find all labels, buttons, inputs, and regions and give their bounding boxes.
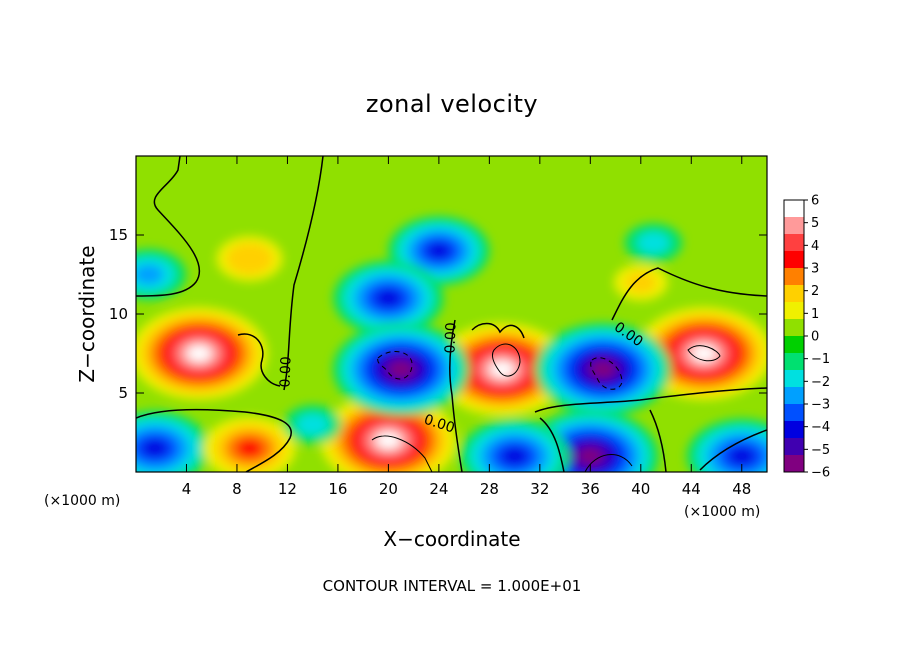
contour-label: 0.00 [442,322,459,354]
x-tick-label: 32 [530,480,549,498]
colorbar-swatch [784,200,804,218]
x-axis-label: X−coordinate [383,527,520,551]
field-feature [296,413,329,436]
field-feature [590,361,616,378]
colorbar: 6 5 4 3 2 1 0 −1 −2 −3 −4 −5 −6 [783,194,830,481]
field-feature [728,447,756,466]
field-feature [578,447,603,465]
field-feature [501,447,529,466]
x-tick-label: 44 [682,480,701,498]
field-feature [374,289,402,308]
colorbar-swatch [784,217,804,235]
contour-interval-note: CONTOUR INTERVAL = 1.000E+01 [323,577,582,595]
field-feature [489,361,515,378]
colorbar-tick-label: 6 [811,194,819,209]
x-tick-label: 12 [278,480,297,498]
chart-title: zonal velocity [366,90,538,118]
colorbar-swatch [784,319,804,337]
field-feature [388,361,414,378]
zero-contour [699,429,767,471]
colorbar-swatch [784,234,804,252]
field-feature [691,345,717,362]
positive-contour [371,435,433,472]
x-tick-label: 8 [232,480,242,498]
colorbar-tick-label: 4 [811,239,819,254]
colorbar-tick-label: 3 [811,262,819,277]
zero-contour [649,409,667,472]
colorbar-swatch [784,438,804,456]
positive-contour [491,343,521,377]
colorbar-tick-label: 0 [811,330,819,345]
zero-contour [136,408,292,472]
colorbar-swatch [784,302,804,320]
zero-contour [449,319,463,472]
colorbar-tick-label: 1 [811,307,819,322]
positive-contour [584,454,633,472]
x-tick-label: 20 [379,480,398,498]
field-feature [376,432,401,449]
colorbar-swatch [784,353,804,371]
field-feature [236,249,263,268]
colorbar-swatch [784,268,804,286]
field-blobs [136,216,767,472]
zero-contour [611,267,767,321]
colorbar-tick-label: −6 [811,466,830,481]
y-tick-label: 5 [118,384,128,402]
zero-contour [237,333,281,387]
x-tick-label: 36 [581,480,600,498]
y-tick-label: 10 [109,305,128,323]
positive-contour [687,345,721,362]
zero-contour [534,387,767,413]
x-tick-label: 16 [328,480,347,498]
x-unit-right: (×1000 m) [684,504,760,520]
colorbar-tick-label: 5 [811,216,819,231]
y-tick-label: 15 [109,226,128,244]
x-unit-left: (×1000 m) [44,493,120,509]
x-tick-label: 40 [631,480,650,498]
colorbar-tick-label: −4 [811,420,830,435]
y-axis-label: Z−coordinate [75,245,99,382]
x-tick-label: 48 [732,480,751,498]
zero-contour [283,156,324,391]
field-feature [235,438,264,458]
x-tick-label: 4 [182,480,192,498]
colorbar-swatch [784,370,804,388]
velocity-field [136,156,767,472]
colorbar-tick-label: −1 [811,352,830,367]
field-feature [637,231,670,254]
x-tick-label: 28 [480,480,499,498]
x-axis-ticks: 4 8 12 16 20 24 28 32 36 40 44 48 [182,156,751,498]
colorbar-tick-label: 2 [811,284,819,299]
colorbar-tick-label: −2 [811,375,830,390]
x-tick-label: 24 [429,480,448,498]
field-feature [426,242,452,260]
colorbar-swatch [784,455,804,473]
y-axis-ticks: 5 10 15 [109,226,767,402]
field-feature [141,439,169,458]
zero-contour [539,417,565,472]
colorbar-tick-label: −5 [811,443,830,458]
colorbar-swatch [784,421,804,439]
colorbar-swatch [784,285,804,303]
contour-label: 0.00 [277,356,294,388]
contour-lines [136,156,767,472]
zero-contour [136,156,201,297]
colorbar-swatch [784,404,804,422]
negative-contour [590,357,623,390]
colorbar-swatch [784,387,804,405]
zero-contour [471,322,525,339]
field-feature [625,272,657,293]
colorbar-swatch [784,251,804,269]
field-feature [136,264,164,285]
colorbar-tick-label: −3 [811,398,830,413]
colorbar-swatch [784,336,804,354]
field-feature [186,345,212,362]
